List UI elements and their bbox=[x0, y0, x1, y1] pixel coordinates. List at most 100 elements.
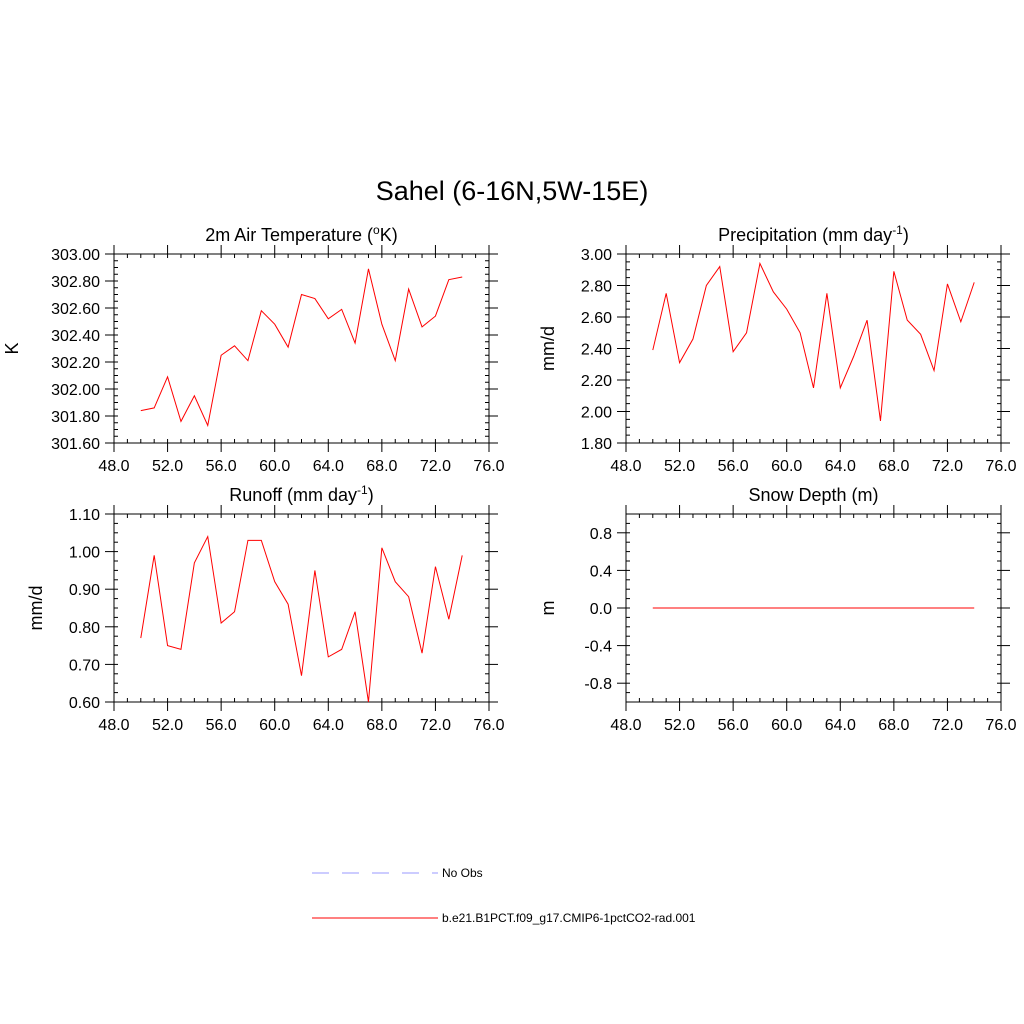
precipitation-panel-title: Precipitation (mm day-1) bbox=[718, 223, 909, 245]
legend-model-label: b.e21.B1PCT.f09_g17.CMIP6-1pctCO2-rad.00… bbox=[442, 911, 696, 925]
runoff-panel-title-main: Runoff (mm day bbox=[229, 485, 357, 505]
temperature-data-point bbox=[194, 395, 195, 396]
runoff-data-point bbox=[301, 675, 302, 676]
precipitation-data-point bbox=[840, 387, 841, 388]
temperature-data-point bbox=[140, 410, 141, 411]
temperature-y-tick-label: 302.60 bbox=[51, 301, 100, 318]
snow-depth-data-point bbox=[733, 608, 734, 609]
precipitation-x-tick-label: 68.0 bbox=[878, 458, 909, 475]
temperature-data-point bbox=[261, 310, 262, 311]
temperature-data-point bbox=[341, 309, 342, 310]
panel-temperature: 48.0 52.0 56.0 60.0 64.0 68.0 72.0 76.0301.6030… bbox=[2, 223, 505, 475]
temperature-y-tick-label: 301.60 bbox=[51, 436, 100, 453]
precipitation-data-point bbox=[813, 387, 814, 388]
snow-depth-y-tick-label: 0.4 bbox=[590, 563, 612, 580]
precipitation-y-tick-label: 2.00 bbox=[581, 405, 612, 422]
precipitation-x-tick-label: 64.0 bbox=[825, 458, 856, 475]
legend: No Obs b.e21.B1PCT.f09_g17.CMIP6-1pctCO2… bbox=[312, 866, 696, 925]
precipitation-panel-title-end: ) bbox=[903, 225, 909, 245]
snow-depth-data-point bbox=[652, 608, 653, 609]
precipitation-y-axis: 1.80 2.00 2.20 2.40 2.60 2.80 3.00 bbox=[581, 247, 1010, 453]
precipitation-data-point bbox=[853, 356, 854, 357]
temperature-x-tick-label: 72.0 bbox=[420, 458, 451, 475]
runoff-minor-y-ticks bbox=[114, 513, 489, 703]
runoff-data-point bbox=[355, 611, 356, 612]
temperature-x-tick-label: 76.0 bbox=[473, 458, 504, 475]
precipitation-panel-title-main: Precipitation (mm day bbox=[718, 225, 892, 245]
precipitation-x-tick-label: 76.0 bbox=[985, 458, 1016, 475]
temperature-y-axis-label: K bbox=[2, 342, 22, 354]
runoff-data-point bbox=[328, 656, 329, 657]
temperature-data-point bbox=[207, 425, 208, 426]
runoff-data-point bbox=[221, 623, 222, 624]
precipitation-data-point bbox=[826, 293, 827, 294]
precipitation-series-line bbox=[652, 261, 975, 422]
snow-depth-data-point bbox=[880, 608, 881, 609]
legend-obs-label: No Obs bbox=[442, 866, 483, 880]
snow-depth-x-tick-label: 48.0 bbox=[610, 717, 641, 734]
temperature-data-point bbox=[234, 345, 235, 346]
precipitation-x-tick-label: 48.0 bbox=[610, 458, 641, 475]
runoff-y-axis-label: mm/d bbox=[26, 586, 46, 631]
temperature-minor-y-ticks bbox=[114, 253, 489, 444]
runoff-data-point bbox=[462, 555, 463, 556]
snow-depth-y-axis-label: m bbox=[538, 601, 558, 616]
temperature-data-point bbox=[448, 279, 449, 280]
snow-depth-data-point bbox=[666, 608, 667, 609]
precipitation-data-point bbox=[719, 266, 720, 267]
snow-depth-y-axis: -0.8 -0.4 0.0 0.4 0.8 bbox=[584, 526, 1010, 693]
precipitation-x-tick-label: 56.0 bbox=[718, 458, 749, 475]
runoff-x-tick-label: 64.0 bbox=[313, 717, 344, 734]
temperature-x-tick-label: 60.0 bbox=[259, 458, 290, 475]
runoff-panel-title-sup: -1 bbox=[357, 483, 368, 497]
snow-depth-data-point bbox=[934, 608, 935, 609]
precipitation-y-tick-label: 2.20 bbox=[581, 373, 612, 390]
runoff-data-point bbox=[274, 581, 275, 582]
snow-depth-x-tick-label: 76.0 bbox=[985, 717, 1016, 734]
panel-precipitation: 48.0 52.0 56.0 60.0 64.0 68.0 72.0 76.0 1.80 2.00… bbox=[538, 223, 1017, 475]
temperature-data-point bbox=[462, 276, 463, 277]
runoff-data-point bbox=[207, 536, 208, 537]
temperature-y-tick-label: 303.00 bbox=[51, 247, 100, 264]
snow-depth-x-tick-label: 52.0 bbox=[664, 717, 695, 734]
precipitation-plot-frame bbox=[625, 253, 1002, 444]
precipitation-data-point bbox=[920, 334, 921, 335]
runoff-y-tick-label: 0.70 bbox=[69, 657, 100, 674]
precipitation-x-tick-label: 72.0 bbox=[932, 458, 963, 475]
snow-depth-x-tick-label: 56.0 bbox=[718, 717, 749, 734]
temperature-x-tick-label: 52.0 bbox=[152, 458, 183, 475]
precipitation-y-tick-label: 2.60 bbox=[581, 310, 612, 327]
runoff-data-point bbox=[140, 638, 141, 639]
snow-depth-y-tick-label: -0.8 bbox=[584, 676, 612, 693]
panel-runoff: 48.0 52.0 56.0 60.0 64.0 68.0 72.0 76.0 0.60 0.70… bbox=[26, 483, 505, 734]
runoff-data-point bbox=[247, 540, 248, 541]
precipitation-data-point bbox=[759, 263, 760, 264]
precipitation-y-tick-label: 1.80 bbox=[581, 436, 612, 453]
temperature-y-tick-label: 301.80 bbox=[51, 409, 100, 426]
panel-snow-depth: 48.0 52.0 56.0 60.0 64.0 68.0 72.0 76.0 -0.8 -0.4… bbox=[538, 485, 1017, 734]
temperature-x-tick-label: 48.0 bbox=[98, 458, 129, 475]
snow-depth-data-point bbox=[786, 608, 787, 609]
temperature-data-point bbox=[435, 316, 436, 317]
precipitation-minor-y-ticks bbox=[626, 253, 1001, 444]
precipitation-data-point bbox=[652, 350, 653, 351]
snow-depth-data-point bbox=[960, 608, 961, 609]
snow-depth-data-point bbox=[719, 608, 720, 609]
runoff-data-point bbox=[408, 596, 409, 597]
runoff-y-axis: 0.60 0.70 0.80 0.90 1.00 1.10 bbox=[69, 507, 498, 712]
runoff-data-point bbox=[435, 566, 436, 567]
snow-depth-data-point bbox=[773, 608, 774, 609]
temperature-y-tick-label: 302.80 bbox=[51, 274, 100, 291]
precipitation-x-tick-label: 60.0 bbox=[771, 458, 802, 475]
runoff-data-point bbox=[154, 555, 155, 556]
runoff-y-tick-label: 0.80 bbox=[69, 620, 100, 637]
precipitation-data-point bbox=[773, 291, 774, 292]
runoff-panel-title: Runoff (mm day-1) bbox=[229, 483, 373, 505]
temperature-data-point bbox=[422, 326, 423, 327]
precipitation-y-axis-label: mm/d bbox=[538, 326, 558, 371]
runoff-data-point bbox=[422, 653, 423, 654]
precipitation-data-point bbox=[800, 332, 801, 333]
snow-depth-data-point bbox=[692, 608, 693, 609]
runoff-data-point bbox=[368, 702, 369, 703]
snow-depth-y-tick-label: 0.0 bbox=[590, 601, 612, 618]
